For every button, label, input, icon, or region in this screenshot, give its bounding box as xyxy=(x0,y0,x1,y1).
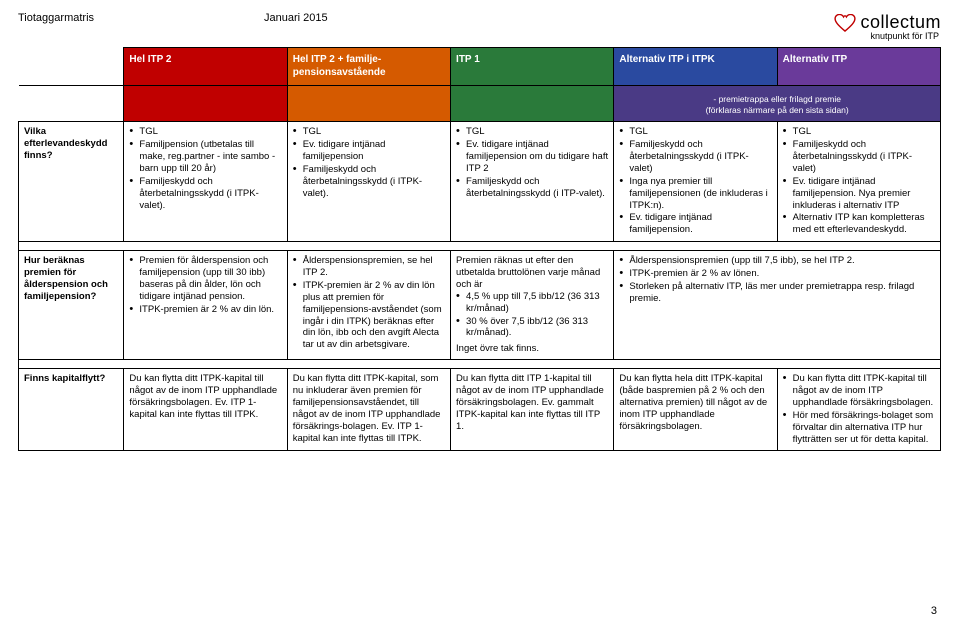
cell-r3-c3: Du kan flytta ditt ITP 1-kapital till nå… xyxy=(451,369,614,451)
cell-r1-c5: TGL Familjeskydd och återbetalningsskydd… xyxy=(777,122,940,242)
col-header-4: Alternativ ITP i ITPK xyxy=(614,48,777,86)
row-label-3: Finns kapitalflytt? xyxy=(19,369,124,451)
page-number: 3 xyxy=(931,605,937,617)
cell-r2-c3: Premien räknas ut efter den utbetalda br… xyxy=(451,251,614,360)
cell-r2-c45: Ålderspensionspremien (upp till 7,5 ibb)… xyxy=(614,251,941,360)
col-header-3: ITP 1 xyxy=(451,48,614,86)
table-row: Finns kapitalflytt? Du kan flytta ditt I… xyxy=(19,369,941,451)
heart-icon xyxy=(834,14,856,32)
col-header-2: Hel ITP 2 + familje- pensionsavstående xyxy=(287,48,450,86)
row-label-1: Vilka efterlevandeskydd finns? xyxy=(19,122,124,242)
logo-tagline: knutpunkt för ITP xyxy=(834,31,941,41)
cell-r1-c2: TGL Ev. tidigare intjänad familjepension… xyxy=(287,122,450,242)
col-header-1: Hel ITP 2 xyxy=(124,48,287,86)
cell-r1-c1: TGL Familjpension (utbetalas till make, … xyxy=(124,122,287,242)
table-subheader-row: - premietrappa eller frilagd premie (för… xyxy=(19,86,941,122)
col-header-45-sub: - premietrappa eller frilagd premie (för… xyxy=(614,86,941,122)
doc-date: Januari 2015 xyxy=(264,12,328,24)
row-label-2: Hur beräknas premien för ålderspension o… xyxy=(19,251,124,360)
col-header-5: Alternativ ITP xyxy=(777,48,940,86)
doc-title: Tiotaggarmatris xyxy=(18,12,94,24)
corner-cell xyxy=(19,48,124,86)
cell-r3-c5: Du kan flytta ditt ITPK-kapital till någ… xyxy=(777,369,940,451)
cell-r3-c2: Du kan flytta ditt ITPK-kapital, som nu … xyxy=(287,369,450,451)
table-row: Hur beräknas premien för ålderspension o… xyxy=(19,251,941,360)
logo-text: collectum xyxy=(860,12,941,33)
matrix-table: Hel ITP 2 Hel ITP 2 + familje- pensionsa… xyxy=(18,47,941,451)
cell-r2-c2: Ålderspensionspremien, se hel ITP 2. ITP… xyxy=(287,251,450,360)
logo: collectum knutpunkt för ITP xyxy=(834,12,941,41)
cell-r3-c4: Du kan flytta hela ditt ITPK-kapital (bå… xyxy=(614,369,777,451)
cell-r2-c1: Premien för ålderspension och familjepen… xyxy=(124,251,287,360)
document-header: Tiotaggarmatris Januari 2015 collectum k… xyxy=(18,12,941,41)
cell-r1-c3: TGL Ev. tidigare intjänad familjepension… xyxy=(451,122,614,242)
table-row: Vilka efterlevandeskydd finns? TGL Famil… xyxy=(19,122,941,242)
cell-r3-c1: Du kan flytta ditt ITPK-kapital till någ… xyxy=(124,369,287,451)
table-header-row: Hel ITP 2 Hel ITP 2 + familje- pensionsa… xyxy=(19,48,941,86)
cell-r1-c4: TGL Familjeskydd och återbetalningsskydd… xyxy=(614,122,777,242)
